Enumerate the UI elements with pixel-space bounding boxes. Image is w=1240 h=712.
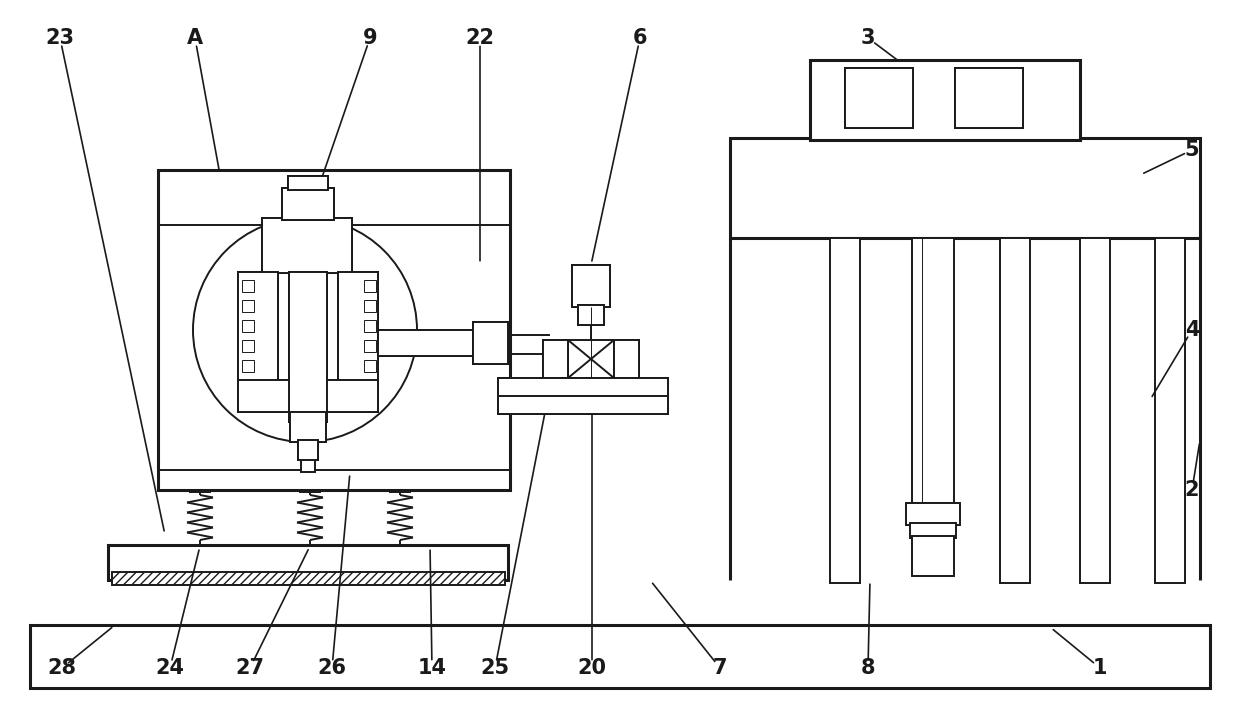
Bar bbox=[290, 412, 326, 442]
Bar bbox=[238, 380, 378, 412]
Bar bbox=[365, 340, 376, 352]
Bar bbox=[288, 176, 329, 190]
Text: 25: 25 bbox=[480, 658, 510, 678]
Text: 2: 2 bbox=[1184, 480, 1199, 500]
Bar bbox=[498, 396, 668, 414]
Bar bbox=[472, 322, 508, 364]
Text: 20: 20 bbox=[578, 658, 606, 678]
Bar bbox=[498, 396, 668, 414]
Text: 28: 28 bbox=[47, 658, 77, 678]
Text: 1: 1 bbox=[1092, 658, 1107, 678]
Bar bbox=[614, 340, 639, 378]
Bar bbox=[289, 272, 327, 422]
Bar bbox=[498, 378, 668, 398]
Circle shape bbox=[193, 218, 417, 442]
Bar bbox=[378, 330, 472, 356]
Bar bbox=[112, 572, 505, 585]
Bar bbox=[298, 440, 317, 460]
Text: 14: 14 bbox=[418, 658, 446, 678]
Bar bbox=[394, 472, 405, 481]
Bar bbox=[30, 625, 1210, 688]
Bar bbox=[281, 188, 334, 220]
Bar bbox=[578, 305, 604, 325]
Text: 24: 24 bbox=[155, 658, 185, 678]
Text: 23: 23 bbox=[46, 28, 74, 48]
Bar bbox=[262, 218, 352, 273]
Bar bbox=[378, 330, 472, 356]
Bar bbox=[339, 272, 378, 382]
Bar bbox=[190, 480, 210, 492]
Text: A: A bbox=[187, 28, 203, 48]
Bar bbox=[262, 218, 352, 273]
Bar bbox=[999, 238, 1030, 583]
Bar bbox=[391, 480, 410, 492]
Bar bbox=[810, 60, 1080, 140]
Bar bbox=[543, 340, 568, 378]
Bar bbox=[911, 238, 954, 503]
Bar bbox=[288, 176, 329, 190]
Bar bbox=[578, 305, 604, 325]
Bar bbox=[955, 68, 1023, 128]
Bar bbox=[955, 68, 1023, 128]
Text: 6: 6 bbox=[632, 28, 647, 48]
Text: 22: 22 bbox=[465, 28, 495, 48]
Bar bbox=[238, 272, 278, 382]
Bar bbox=[730, 138, 1200, 238]
Bar bbox=[614, 340, 639, 378]
Bar bbox=[157, 170, 510, 490]
Bar bbox=[498, 378, 668, 398]
Bar bbox=[472, 322, 508, 364]
Bar bbox=[365, 300, 376, 312]
Bar bbox=[572, 265, 610, 307]
Bar bbox=[238, 380, 378, 412]
Bar bbox=[1154, 238, 1185, 583]
Bar bbox=[906, 503, 960, 525]
Bar bbox=[238, 272, 278, 382]
Bar bbox=[543, 340, 568, 378]
Bar bbox=[911, 536, 954, 576]
Bar bbox=[298, 440, 317, 460]
Bar bbox=[242, 340, 254, 352]
Bar bbox=[242, 300, 254, 312]
Bar bbox=[339, 272, 378, 382]
Text: 3: 3 bbox=[861, 28, 875, 48]
Bar bbox=[281, 188, 334, 220]
Bar bbox=[844, 68, 913, 128]
Bar bbox=[830, 238, 861, 583]
Bar bbox=[289, 272, 327, 422]
Text: 5: 5 bbox=[1184, 140, 1199, 160]
Bar bbox=[304, 472, 316, 481]
Bar bbox=[242, 280, 254, 292]
Bar bbox=[242, 320, 254, 332]
Bar bbox=[365, 280, 376, 292]
Bar bbox=[844, 68, 913, 128]
Bar bbox=[301, 458, 315, 472]
Bar bbox=[572, 265, 610, 307]
Bar bbox=[910, 523, 956, 538]
Bar bbox=[290, 412, 326, 442]
Bar bbox=[365, 320, 376, 332]
Text: 27: 27 bbox=[236, 658, 264, 678]
Bar bbox=[193, 472, 206, 481]
Bar bbox=[1080, 238, 1110, 583]
Bar bbox=[365, 360, 376, 372]
Bar bbox=[242, 360, 254, 372]
Text: 26: 26 bbox=[317, 658, 346, 678]
Text: 9: 9 bbox=[362, 28, 377, 48]
Text: 4: 4 bbox=[1184, 320, 1199, 340]
Text: 8: 8 bbox=[861, 658, 875, 678]
Text: 7: 7 bbox=[713, 658, 727, 678]
Bar bbox=[300, 480, 320, 492]
Bar bbox=[108, 545, 508, 580]
